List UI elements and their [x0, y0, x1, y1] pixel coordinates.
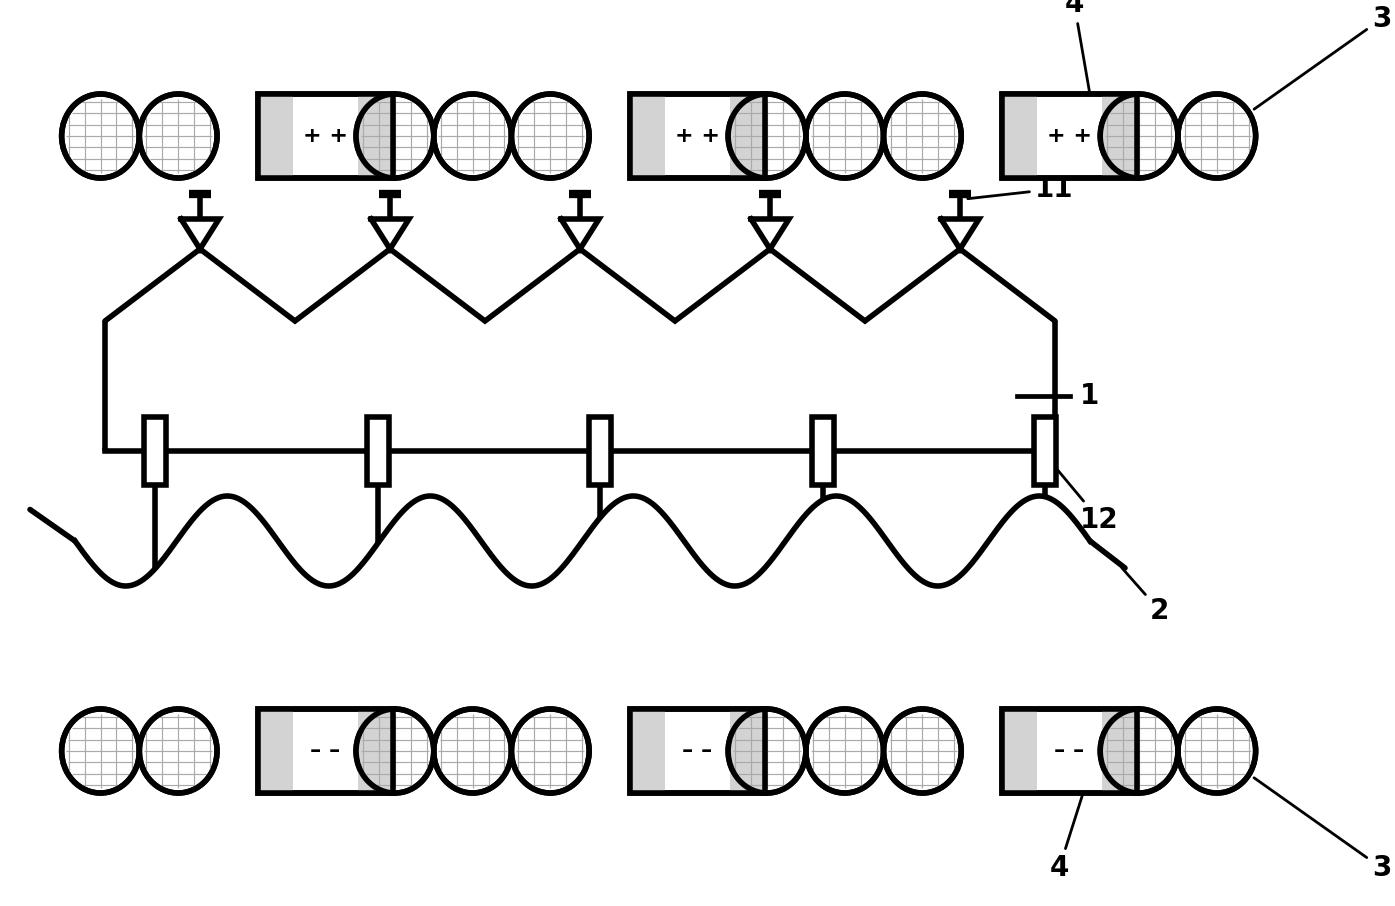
Polygon shape — [751, 219, 790, 249]
Ellipse shape — [434, 94, 512, 178]
Bar — [367, 417, 388, 485]
Bar — [357, 709, 393, 793]
Text: + +: + + — [675, 126, 720, 146]
Ellipse shape — [356, 709, 434, 793]
Bar — [631, 94, 665, 178]
Ellipse shape — [806, 709, 883, 793]
Ellipse shape — [728, 709, 806, 793]
Bar — [730, 94, 764, 178]
Polygon shape — [561, 219, 598, 249]
Polygon shape — [942, 219, 979, 249]
Bar — [1102, 709, 1137, 793]
Ellipse shape — [356, 94, 434, 178]
Text: 3: 3 — [1254, 5, 1391, 110]
Ellipse shape — [1101, 709, 1177, 793]
Polygon shape — [371, 219, 409, 249]
Bar — [258, 94, 393, 178]
Ellipse shape — [806, 94, 883, 178]
Bar — [144, 417, 166, 485]
Ellipse shape — [61, 709, 140, 793]
Bar — [357, 94, 393, 178]
Ellipse shape — [728, 94, 806, 178]
Bar — [258, 709, 393, 793]
Bar — [1002, 709, 1137, 793]
Text: 1: 1 — [1080, 382, 1099, 410]
Bar — [589, 417, 611, 485]
Bar — [631, 709, 764, 793]
Ellipse shape — [61, 94, 140, 178]
Bar — [1102, 94, 1137, 178]
Ellipse shape — [1101, 94, 1177, 178]
Bar — [1002, 94, 1137, 178]
Text: 12: 12 — [1057, 470, 1119, 534]
Text: 3: 3 — [1254, 778, 1391, 882]
Text: 11: 11 — [968, 175, 1074, 203]
Bar — [812, 417, 833, 485]
Text: + +: + + — [1048, 126, 1092, 146]
Ellipse shape — [512, 94, 589, 178]
Bar — [258, 94, 393, 178]
Text: – –: – – — [310, 741, 340, 761]
Ellipse shape — [512, 709, 589, 793]
Bar — [1002, 94, 1137, 178]
Ellipse shape — [883, 709, 961, 793]
Bar — [631, 94, 764, 178]
Bar — [631, 709, 764, 793]
Bar — [1002, 94, 1038, 178]
Text: – –: – – — [1055, 741, 1085, 761]
Bar — [1034, 417, 1056, 485]
Ellipse shape — [434, 709, 512, 793]
Text: 4: 4 — [1064, 0, 1089, 92]
Bar — [730, 709, 764, 793]
Ellipse shape — [1177, 94, 1256, 178]
Bar — [631, 94, 764, 178]
Bar — [258, 709, 293, 793]
Polygon shape — [181, 219, 219, 249]
Text: 4: 4 — [1049, 795, 1083, 882]
Text: 2: 2 — [1122, 568, 1169, 625]
Ellipse shape — [140, 709, 218, 793]
Bar — [258, 94, 293, 178]
Ellipse shape — [140, 94, 218, 178]
Ellipse shape — [1177, 709, 1256, 793]
Ellipse shape — [883, 94, 961, 178]
Bar — [1002, 709, 1038, 793]
Text: – –: – – — [682, 741, 713, 761]
Bar — [1002, 709, 1137, 793]
Bar — [258, 709, 393, 793]
Bar — [631, 709, 665, 793]
Text: + +: + + — [303, 126, 347, 146]
